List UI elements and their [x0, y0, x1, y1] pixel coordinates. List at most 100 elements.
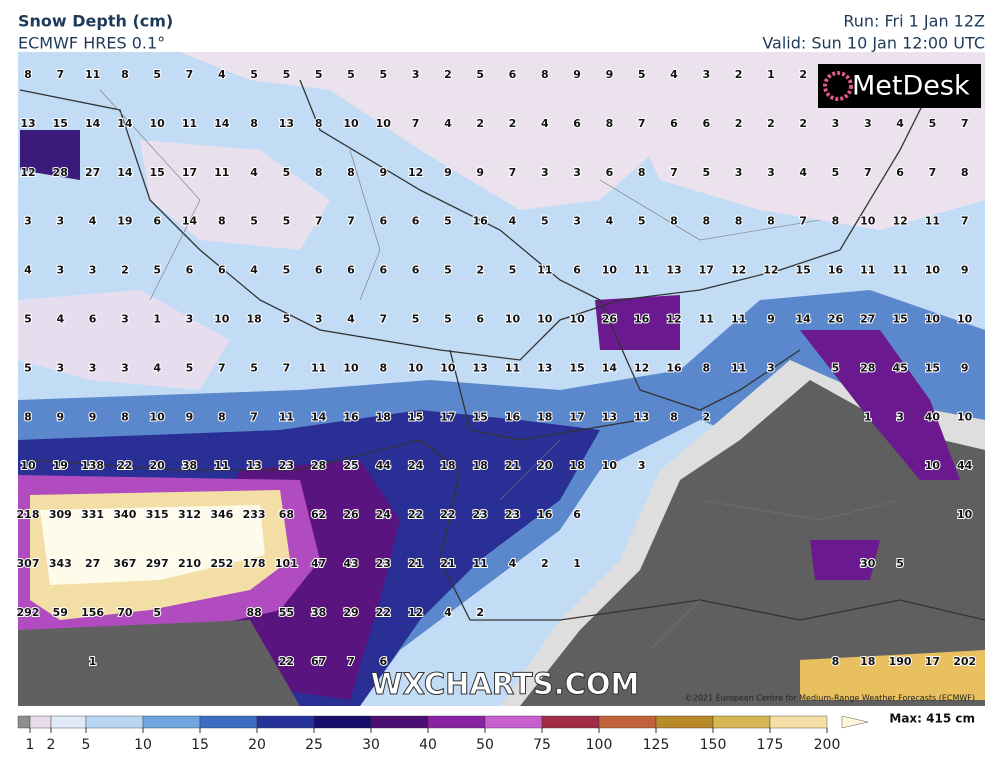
- colorbar-label: 50: [476, 737, 494, 753]
- grid-value: 16: [343, 410, 359, 423]
- grid-value: 6: [218, 264, 226, 277]
- grid-value: 11: [279, 410, 294, 423]
- grid-value: 7: [961, 117, 969, 130]
- grid-value: 3: [121, 361, 129, 374]
- grid-value: 18: [537, 410, 552, 423]
- colorbar-segment: [712, 715, 771, 729]
- grid-value: 346: [210, 508, 233, 521]
- grid-value: 15: [569, 361, 584, 374]
- grid-value: 23: [376, 557, 391, 570]
- colorbar-segment: [427, 715, 486, 729]
- grid-value: 5: [283, 68, 291, 81]
- grid-value: 27: [85, 557, 100, 570]
- grid-value: 5: [153, 264, 161, 277]
- grid-value: 10: [569, 313, 585, 326]
- colorbar-label: 150: [700, 737, 727, 753]
- grid-value: 44: [376, 459, 392, 472]
- grid-value: 28: [311, 459, 326, 472]
- grid-value: 9: [606, 68, 614, 81]
- grid-value: 14: [602, 361, 618, 374]
- colorbar-segment: [50, 715, 87, 729]
- grid-value: 10: [505, 313, 521, 326]
- grid-value: 8: [121, 68, 129, 81]
- grid-value: 3: [896, 410, 904, 423]
- grid-value: 15: [53, 117, 68, 130]
- grid-value: 1: [767, 68, 775, 81]
- grid-value: 8: [315, 166, 323, 179]
- grid-value: 7: [961, 215, 969, 228]
- grid-value: 4: [541, 117, 549, 130]
- grid-value: 9: [767, 313, 775, 326]
- grid-value: 5: [638, 68, 646, 81]
- grid-value: 21: [408, 557, 423, 570]
- grid-value: 10: [957, 508, 973, 521]
- grid-value: 5: [283, 264, 291, 277]
- grid-value: 3: [315, 313, 323, 326]
- grid-value: 4: [444, 606, 452, 619]
- grid-value: 3: [56, 264, 64, 277]
- grid-value: 12: [408, 166, 423, 179]
- grid-value: 5: [250, 215, 258, 228]
- grid-value: 23: [505, 508, 520, 521]
- grid-value: 10: [150, 410, 166, 423]
- grid-value: 13: [279, 117, 294, 130]
- grid-value: 6: [347, 264, 355, 277]
- grid-value: 13: [473, 361, 488, 374]
- colorbar-segment: [85, 715, 144, 729]
- grid-value: 59: [53, 606, 68, 619]
- grid-value: 15: [892, 313, 907, 326]
- grid-value: 5: [153, 606, 161, 619]
- grid-value: 3: [573, 215, 581, 228]
- grid-value: 88: [246, 606, 261, 619]
- colorbar: 1 2 5 10 15 20 25 30 40 50 75 100 125 150 175 200: [17, 715, 869, 753]
- grid-value: 15: [408, 410, 423, 423]
- grid-value: 24: [376, 508, 392, 521]
- grid-value: 138: [81, 459, 104, 472]
- colorbar-segment: [370, 715, 429, 729]
- grid-value: 8: [606, 117, 614, 130]
- colorbar-arrow: [841, 715, 869, 729]
- grid-value: 2: [444, 68, 452, 81]
- grid-value: 10: [537, 313, 553, 326]
- value-grid: 8 7 11 8 5 7 4 5 5 5 5 5 3 2 5 6 8 9 9 5 4 3 2 1 213 15 14 14 10 11 14…: [16, 67, 978, 669]
- grid-value: 62: [311, 508, 326, 521]
- grid-value: 3: [541, 166, 549, 179]
- grid-value: 178: [243, 557, 266, 570]
- colorbar-label: 5: [82, 737, 91, 753]
- grid-value: 4: [218, 68, 226, 81]
- grid-value: 312: [178, 508, 201, 521]
- grid-value: 5: [929, 117, 937, 130]
- grid-value: 10: [925, 264, 941, 277]
- grid-value: 8: [379, 361, 387, 374]
- grid-value: 26: [602, 313, 618, 326]
- colorbar-label: 20: [248, 737, 266, 753]
- grid-value: 367: [113, 557, 136, 570]
- grid-value: 1: [89, 655, 97, 668]
- grid-value: 8: [670, 215, 678, 228]
- grid-value: 7: [250, 410, 258, 423]
- grid-value: 297: [146, 557, 169, 570]
- grid-value: 7: [56, 68, 64, 81]
- grid-value: 5: [896, 557, 904, 570]
- grid-value: 7: [347, 655, 355, 668]
- grid-value: 7: [315, 215, 323, 228]
- credit: ©2021 European Centre for Medium-Range W…: [685, 694, 975, 703]
- grid-value: 7: [799, 215, 807, 228]
- grid-value: 4: [250, 166, 258, 179]
- grid-value: 13: [246, 459, 261, 472]
- colorbar-segment: [313, 715, 372, 729]
- grid-value: 4: [153, 361, 161, 374]
- grid-value: 8: [218, 215, 226, 228]
- grid-value: 68: [279, 508, 294, 521]
- grid-value: 5: [638, 215, 646, 228]
- colorbar-segment: [655, 715, 714, 729]
- grid-value: 7: [638, 117, 646, 130]
- grid-value: 5: [153, 68, 161, 81]
- logo-text: MetDesk: [852, 71, 970, 102]
- grid-value: 3: [638, 459, 646, 472]
- grid-value: 28: [860, 361, 875, 374]
- grid-value: 10: [860, 215, 876, 228]
- colorbar-label: 100: [586, 737, 613, 753]
- grid-value: 20: [537, 459, 553, 472]
